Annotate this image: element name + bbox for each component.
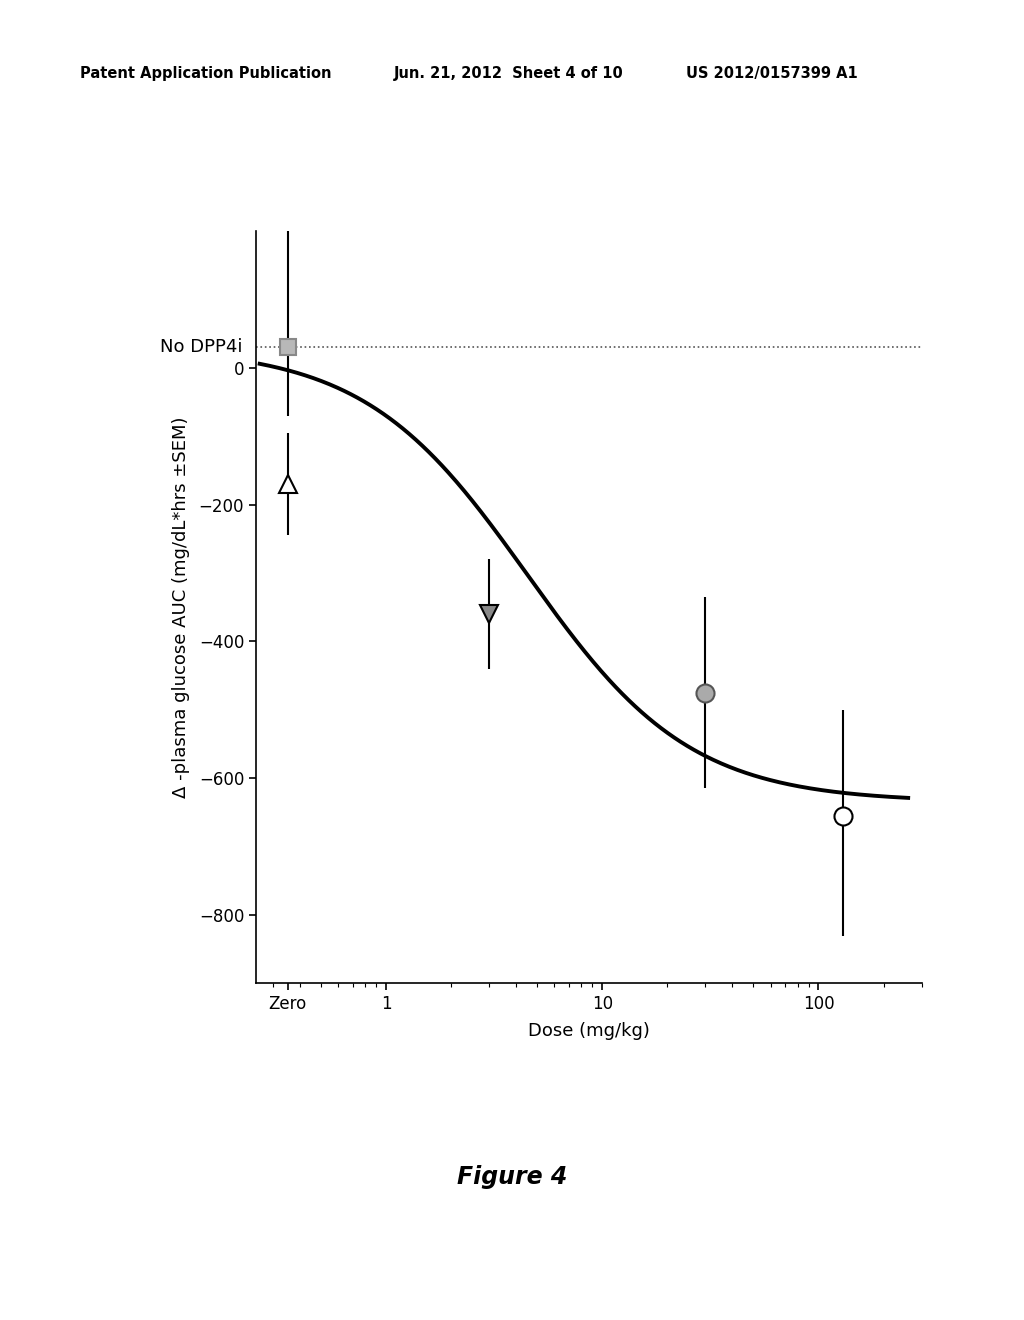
- Text: No DPP4i: No DPP4i: [160, 338, 243, 356]
- X-axis label: Dose (mg/kg): Dose (mg/kg): [527, 1022, 650, 1040]
- Text: Figure 4: Figure 4: [457, 1166, 567, 1189]
- Text: Patent Application Publication: Patent Application Publication: [80, 66, 332, 81]
- Text: US 2012/0157399 A1: US 2012/0157399 A1: [686, 66, 858, 81]
- Text: Jun. 21, 2012  Sheet 4 of 10: Jun. 21, 2012 Sheet 4 of 10: [394, 66, 624, 81]
- Y-axis label: Δ -plasma glucose AUC (mg/dL*hrs ±SEM): Δ -plasma glucose AUC (mg/dL*hrs ±SEM): [172, 416, 190, 799]
